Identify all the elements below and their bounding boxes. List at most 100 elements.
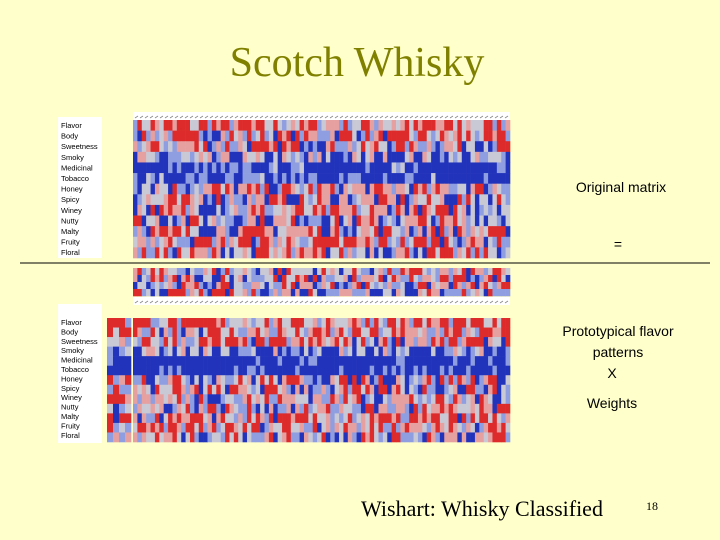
column-label-mark (379, 115, 384, 119)
heatmap-cell (356, 318, 362, 328)
heatmap-cell (251, 282, 257, 290)
heatmap-cell (453, 356, 458, 366)
heatmap-cell (303, 289, 309, 297)
heatmap-cell (277, 226, 283, 238)
heatmap-cell (154, 194, 160, 206)
heatmap-cell (159, 289, 164, 297)
heatmap-cell (435, 247, 441, 259)
heatmap-cell (264, 226, 270, 238)
column-label-mark (199, 115, 204, 119)
heatmap-cell (242, 365, 248, 376)
heatmap-cell (457, 394, 463, 405)
heatmap-cell (220, 337, 226, 347)
heatmap-cell (492, 130, 498, 142)
row-label: Flavor (61, 318, 82, 327)
heatmap-cell (295, 173, 300, 184)
heatmap-cell (255, 432, 261, 443)
heatmap-cell (396, 365, 401, 376)
heatmap-cell (290, 226, 296, 238)
heatmap-cell (251, 413, 257, 424)
heatmap-cell (185, 289, 191, 297)
heatmap-cell (356, 275, 362, 283)
heatmap-cell (461, 268, 467, 276)
heatmap-cell (325, 422, 331, 433)
heatmap-cell (225, 289, 230, 297)
heatmap-cell (119, 384, 126, 395)
heatmap-cell (444, 236, 449, 248)
heatmap-cell (378, 375, 384, 386)
heatmap-cell (229, 327, 235, 338)
heatmap-cell (334, 327, 340, 338)
heatmap-cell (453, 183, 458, 195)
heatmap-cell (431, 215, 436, 227)
heatmap-cell (308, 356, 314, 366)
heatmap-cell (181, 327, 186, 338)
heatmap-cell (325, 120, 331, 131)
heatmap-cell (273, 318, 278, 328)
column-label-mark (279, 300, 284, 304)
row-label: Tobacco (61, 174, 89, 183)
heatmap-cell (488, 151, 493, 163)
heatmap-cell (264, 422, 270, 433)
heatmap-cell (282, 275, 287, 283)
heatmap-cell (264, 151, 270, 163)
heatmap-cell (461, 413, 467, 424)
heatmap-cell (492, 204, 498, 216)
heatmap-cell (146, 226, 151, 238)
heatmap-cell (343, 375, 349, 386)
heatmap-cell (189, 183, 195, 195)
heatmap-cell (203, 194, 208, 206)
heatmap-cell (325, 365, 331, 376)
heatmap-cell (453, 204, 458, 216)
heatmap-cell (185, 327, 191, 338)
heatmap-cell (277, 130, 283, 142)
heatmap-cell (312, 130, 318, 142)
column-label-mark (174, 300, 179, 304)
heatmap-cell (273, 236, 278, 248)
column-label-mark (424, 300, 429, 304)
heatmap-cell (150, 268, 156, 276)
heatmap-cell (343, 162, 349, 174)
heatmap-cell (369, 204, 375, 216)
heatmap-cell (404, 141, 410, 153)
heatmap-cell (303, 275, 309, 283)
heatmap-cell (422, 394, 428, 405)
heatmap-cell (488, 162, 493, 174)
heatmap-cell (141, 204, 147, 216)
heatmap-cell (216, 356, 221, 366)
heatmap-cell (225, 130, 230, 142)
heatmap-cell (290, 130, 296, 142)
heatmap-cell (352, 422, 357, 433)
heatmap-cell (352, 268, 357, 276)
heatmap-cell (457, 236, 463, 248)
heatmap-cell (339, 289, 344, 297)
heatmap-cell (453, 346, 458, 357)
heatmap-cell (396, 282, 401, 290)
heatmap-cell (417, 346, 423, 357)
heatmap-cell (113, 384, 120, 395)
heatmap-cell (339, 275, 344, 283)
heatmap-cell (431, 289, 436, 297)
heatmap-cell (225, 356, 230, 366)
heatmap-cell (295, 327, 300, 338)
heatmap-cell (343, 403, 349, 414)
heatmap-cell (321, 413, 327, 424)
heatmap-cell (185, 275, 191, 283)
heatmap-cell (369, 394, 375, 405)
heatmap-cell (461, 318, 467, 328)
heatmap-cell (194, 289, 200, 297)
heatmap-cell (181, 422, 186, 433)
heatmap-cell (444, 384, 449, 395)
heatmap-cell (220, 183, 226, 195)
heatmap-cell (181, 282, 186, 290)
heatmap-cell (352, 194, 357, 206)
heatmap-cell (312, 247, 318, 259)
heatmap-cell (233, 327, 239, 338)
heatmap-cell (356, 394, 362, 405)
heatmap-cell (404, 194, 410, 206)
heatmap-cell (172, 141, 178, 153)
heatmap-cell (387, 413, 392, 424)
heatmap-cell (238, 151, 243, 163)
original-label: Original matrix (576, 179, 666, 195)
